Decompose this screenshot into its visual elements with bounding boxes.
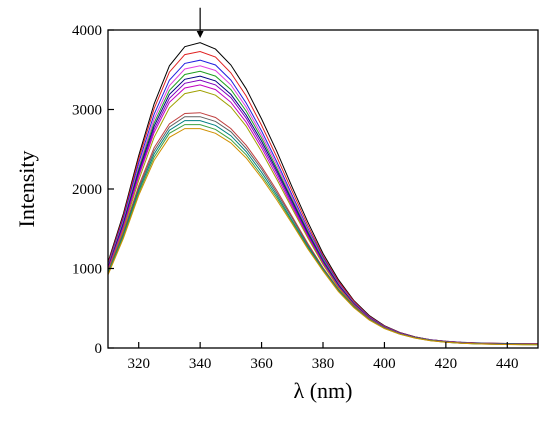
series-line-13 xyxy=(107,124,539,346)
series-line-12 xyxy=(107,120,539,346)
y-tick-label: 1000 xyxy=(72,262,102,278)
y-tick-label: 2000 xyxy=(72,182,102,198)
y-axis-label: Intensity xyxy=(14,151,39,228)
series-line-7 xyxy=(107,79,539,345)
x-tick-label: 440 xyxy=(496,356,519,372)
axis-ticks: 320 340 360 380 400 420 440 0 1000 2000 3000 4000 xyxy=(72,23,519,372)
series-line-3 xyxy=(107,59,539,345)
annotation-arrow-head xyxy=(196,30,204,38)
x-tick-label: 360 xyxy=(250,356,273,372)
plot-lines xyxy=(107,42,539,346)
y-tick-label: 3000 xyxy=(72,103,102,119)
series-line-10 xyxy=(107,112,539,345)
series-line-14 xyxy=(107,128,538,346)
series-line-11 xyxy=(107,116,539,345)
plot-frame xyxy=(107,29,539,349)
x-tick-label: 340 xyxy=(189,356,212,372)
x-tick-label: 320 xyxy=(127,356,150,372)
y-tick-label: 4000 xyxy=(72,23,102,39)
series-line-5 xyxy=(107,70,539,345)
x-tick-label: 380 xyxy=(312,356,335,372)
series-line-6 xyxy=(107,75,539,345)
x-tick-label: 420 xyxy=(435,356,458,372)
y-tick-label: 0 xyxy=(95,341,103,357)
series-line-4 xyxy=(107,65,538,345)
x-tick-label: 400 xyxy=(373,356,396,372)
series-line-8 xyxy=(107,84,539,345)
arrow-annotation xyxy=(196,7,204,38)
x-axis-label: λ (nm) xyxy=(294,378,353,403)
